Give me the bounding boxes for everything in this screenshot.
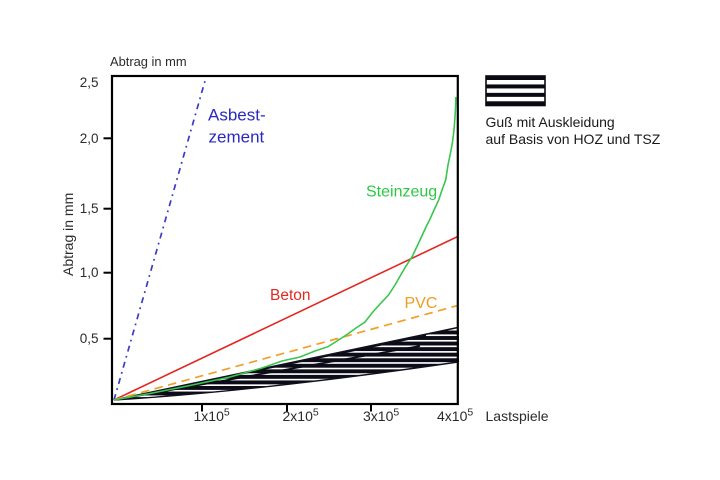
svg-text:2x105: 2x105 [283,407,319,425]
svg-text:3x105: 3x105 [363,407,399,425]
svg-text:1x105: 1x105 [194,407,230,425]
svg-text:2,5: 2,5 [80,75,99,90]
svg-text:1,0: 1,0 [80,265,99,280]
svg-text:Lastspiele: Lastspiele [486,408,549,424]
svg-text:auf Basis von HOZ und TSZ: auf Basis von HOZ und TSZ [486,131,661,147]
svg-text:1,5: 1,5 [80,201,99,216]
svg-text:2,0: 2,0 [80,131,99,146]
svg-text:Asbest-: Asbest- [208,106,266,125]
svg-text:4x105: 4x105 [437,407,473,425]
svg-text:Guß mit Auskleidung: Guß mit Auskleidung [486,114,615,130]
svg-text:Abtrag in mm: Abtrag in mm [60,193,76,276]
svg-text:Abtrag in mm: Abtrag in mm [110,54,187,69]
svg-text:Steinzeug: Steinzeug [366,184,437,201]
svg-text:0,5: 0,5 [80,331,99,346]
svg-text:PVC: PVC [405,295,438,312]
svg-text:Beton: Beton [270,287,311,304]
svg-text:zement: zement [209,127,265,146]
